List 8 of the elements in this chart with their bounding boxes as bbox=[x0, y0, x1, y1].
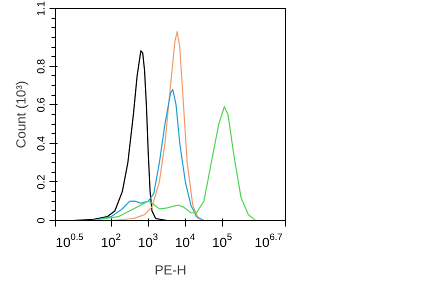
y-axis-title: Count (10³) bbox=[14, 80, 28, 148]
y-tick-label: 1.1 bbox=[36, 1, 48, 16]
y-tick-label: 0 bbox=[36, 217, 48, 224]
x-axis-title: PE-H bbox=[154, 262, 186, 278]
y-tick-label: 0.2 bbox=[36, 174, 48, 190]
y-tick-label: 0.8 bbox=[36, 58, 48, 74]
y-tick-label: 0.4 bbox=[36, 136, 48, 151]
y-tick-label: 0.6 bbox=[36, 97, 48, 112]
